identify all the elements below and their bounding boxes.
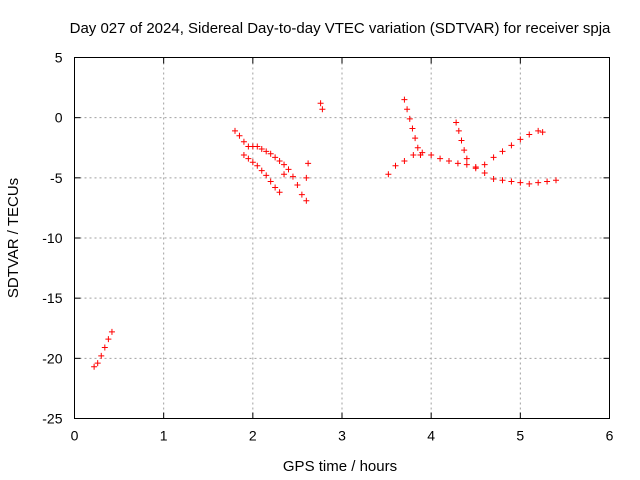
data-point-arc-2: [263, 148, 270, 155]
y-tick-label: 0: [55, 110, 63, 126]
data-point-arc-9: [539, 129, 546, 136]
y-tick-label: 5: [55, 50, 63, 66]
data-point-arc-2: [294, 182, 301, 189]
data-point-arc-6: [490, 176, 497, 183]
data-point-arc-6: [428, 151, 435, 158]
x-axis-label: GPS time / hours: [283, 458, 397, 475]
data-point-arc-2: [281, 161, 288, 168]
data-point-arc-4: [303, 174, 310, 181]
data-point-arc-7: [412, 135, 419, 142]
data-point-arc-6: [553, 177, 559, 184]
data-point-arc-6: [463, 161, 470, 168]
x-tick-label: 5: [516, 428, 524, 444]
data-point-arc-3: [254, 162, 261, 169]
data-point-arc-1: [91, 363, 98, 370]
data-point-arc-2: [298, 191, 305, 198]
data-point-arc-5: [317, 100, 324, 107]
data-point-arc-7: [414, 144, 421, 151]
data-point-arc-1: [94, 360, 101, 367]
y-tick-label: -20: [42, 350, 62, 366]
data-point-arc-8: [453, 119, 460, 126]
data-point-arc-3: [267, 178, 274, 185]
data-point-arc-9: [472, 165, 479, 172]
data-point-arc-2: [272, 154, 279, 161]
data-point-arc-6: [446, 157, 452, 164]
x-tick-label: 0: [71, 428, 79, 444]
data-point-arc-8: [455, 127, 462, 134]
data-point-arc-8: [458, 137, 465, 144]
data-point-arc-8: [461, 147, 468, 154]
data-point-arc-7: [409, 125, 416, 132]
data-point-arc-6: [499, 177, 506, 184]
plot-frame: [74, 57, 610, 419]
data-point-arc-6: [392, 162, 399, 169]
data-point-arc-3: [258, 167, 265, 174]
data-point-arc-9: [481, 161, 488, 168]
x-tick-label: 6: [606, 428, 614, 444]
data-point-arc-3: [281, 171, 288, 178]
data-point-arc-2: [254, 143, 261, 150]
y-tick-label: -10: [42, 230, 62, 246]
data-point-arc-6: [535, 179, 542, 186]
data-point-arc-3: [272, 184, 279, 191]
x-tick-label: 4: [427, 428, 435, 444]
data-point-arc-6: [544, 178, 551, 185]
data-point-arc-7: [406, 115, 413, 122]
data-point-arc-1: [108, 328, 115, 335]
y-tick-label: -15: [42, 290, 62, 306]
data-point-arc-9: [490, 154, 497, 161]
data-point-arc-7: [401, 96, 408, 103]
data-point-arc-6: [454, 160, 461, 167]
y-axis-label: SDTVAR / TECUs: [5, 178, 22, 298]
data-point-arc-6: [508, 178, 515, 185]
data-point-arc-2: [289, 173, 296, 180]
data-point-arc-7: [417, 151, 424, 158]
data-point-arc-6: [517, 179, 524, 186]
data-point-arc-3: [263, 172, 270, 179]
data-point-arc-6: [437, 155, 444, 162]
data-point-arc-6: [410, 151, 417, 158]
y-tick-label: -5: [50, 170, 63, 186]
data-point-arc-1: [101, 344, 108, 351]
x-tick-label: 2: [249, 428, 257, 444]
data-point-arc-9: [535, 127, 542, 134]
data-point-arc-6: [481, 170, 488, 177]
data-point-arc-9: [517, 136, 524, 143]
data-point-arc-5: [319, 106, 326, 113]
data-point-arc-2: [267, 150, 274, 157]
data-point-arc-2: [276, 157, 283, 164]
data-point-arc-2: [236, 132, 243, 139]
data-point-arc-2: [258, 145, 265, 152]
data-point-arc-9: [499, 148, 506, 155]
data-point-arc-3: [245, 155, 252, 162]
data-point-arc-4: [305, 160, 312, 167]
x-tick-label: 1: [160, 428, 168, 444]
data-point-arc-3: [276, 189, 283, 196]
chart-title: Day 027 of 2024, Sidereal Day-to-day VTE…: [70, 20, 611, 37]
data-point-arc-7: [404, 106, 411, 113]
data-point-arc-6: [401, 157, 408, 164]
data-point-arc-3: [240, 151, 247, 158]
data-point-arc-1: [105, 336, 112, 343]
grid: [74, 57, 610, 419]
data-point-arc-1: [98, 352, 105, 359]
data-point-arc-2: [285, 166, 292, 173]
data-point-arc-6: [385, 171, 392, 178]
data-point-arc-3: [249, 159, 256, 166]
data-point-arc-6: [526, 180, 533, 187]
data-point-arc-2: [303, 197, 310, 204]
data-point-arc-2: [240, 138, 247, 145]
y-tick-label: -25: [42, 411, 62, 427]
data-point-arc-9: [526, 131, 533, 138]
data-point-arc-8: [463, 155, 470, 162]
data-points: [91, 96, 559, 370]
data-point-arc-9: [508, 142, 515, 149]
x-tick-label: 3: [338, 428, 346, 444]
data-point-arc-2: [232, 127, 238, 134]
axis-ticks: 0 1 2 3 4 5 6 -25 -20 -15 -10 -5 0 5: [42, 50, 613, 444]
